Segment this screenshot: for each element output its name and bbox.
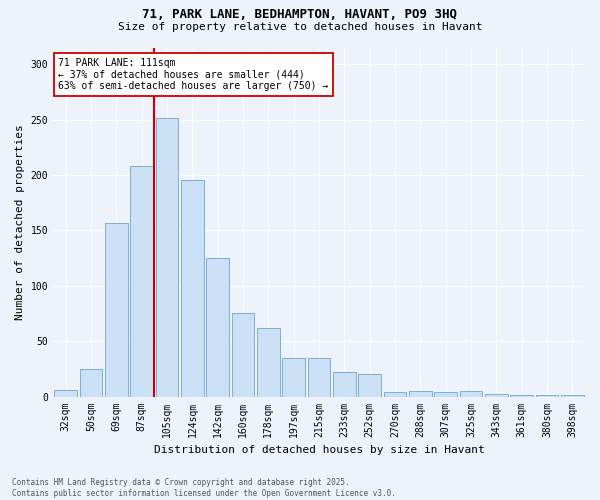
Bar <box>485 394 508 396</box>
Y-axis label: Number of detached properties: Number of detached properties <box>15 124 25 320</box>
Text: Contains HM Land Registry data © Crown copyright and database right 2025.
Contai: Contains HM Land Registry data © Crown c… <box>12 478 396 498</box>
Bar <box>358 374 381 396</box>
Bar <box>80 369 103 396</box>
Bar <box>460 391 482 396</box>
Bar <box>130 166 153 396</box>
Bar <box>434 392 457 396</box>
Bar <box>232 314 254 396</box>
Bar <box>206 258 229 396</box>
Bar <box>55 390 77 396</box>
Bar <box>105 222 128 396</box>
Bar <box>409 391 432 396</box>
Bar <box>282 358 305 397</box>
Text: Size of property relative to detached houses in Havant: Size of property relative to detached ho… <box>118 22 482 32</box>
Bar <box>333 372 356 396</box>
Bar <box>383 392 406 396</box>
X-axis label: Distribution of detached houses by size in Havant: Distribution of detached houses by size … <box>154 445 484 455</box>
Bar <box>257 328 280 396</box>
Text: 71, PARK LANE, BEDHAMPTON, HAVANT, PO9 3HQ: 71, PARK LANE, BEDHAMPTON, HAVANT, PO9 3… <box>143 8 458 20</box>
Text: 71 PARK LANE: 111sqm
← 37% of detached houses are smaller (444)
63% of semi-deta: 71 PARK LANE: 111sqm ← 37% of detached h… <box>58 58 329 91</box>
Bar <box>308 358 331 397</box>
Bar <box>181 180 204 396</box>
Bar <box>155 118 178 396</box>
